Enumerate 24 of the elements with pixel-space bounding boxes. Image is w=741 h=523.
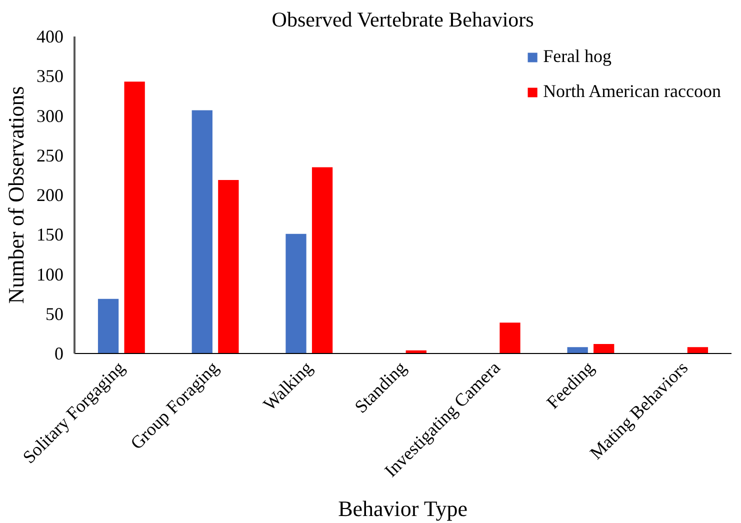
bar	[286, 234, 306, 354]
bar	[192, 110, 212, 354]
legend-label: Feral hog	[543, 46, 612, 67]
legend-label: North American raccoon	[543, 81, 721, 102]
y-tick-label: 150	[36, 224, 64, 245]
bar	[567, 347, 588, 354]
y-tick-label: 350	[36, 66, 64, 86]
bar	[312, 167, 333, 354]
y-tick-label: 300	[36, 106, 64, 126]
y-tick-label: 200	[36, 185, 64, 205]
bar	[687, 347, 708, 354]
y-tick-label: 250	[36, 145, 64, 166]
y-tick-label: 100	[36, 264, 64, 284]
bar	[500, 322, 520, 354]
bar	[98, 298, 119, 354]
chart-title: Observed Vertebrate Behaviors	[272, 8, 534, 32]
y-tick-label: 0	[54, 344, 64, 364]
x-axis-title: Behavior Type	[338, 496, 468, 521]
y-tick-label: 50	[46, 304, 64, 324]
bar	[594, 344, 614, 354]
bar	[218, 180, 239, 354]
bar	[124, 82, 145, 354]
y-axis-title: Number of Observations	[4, 86, 28, 304]
y-tick-label: 400	[36, 26, 64, 46]
